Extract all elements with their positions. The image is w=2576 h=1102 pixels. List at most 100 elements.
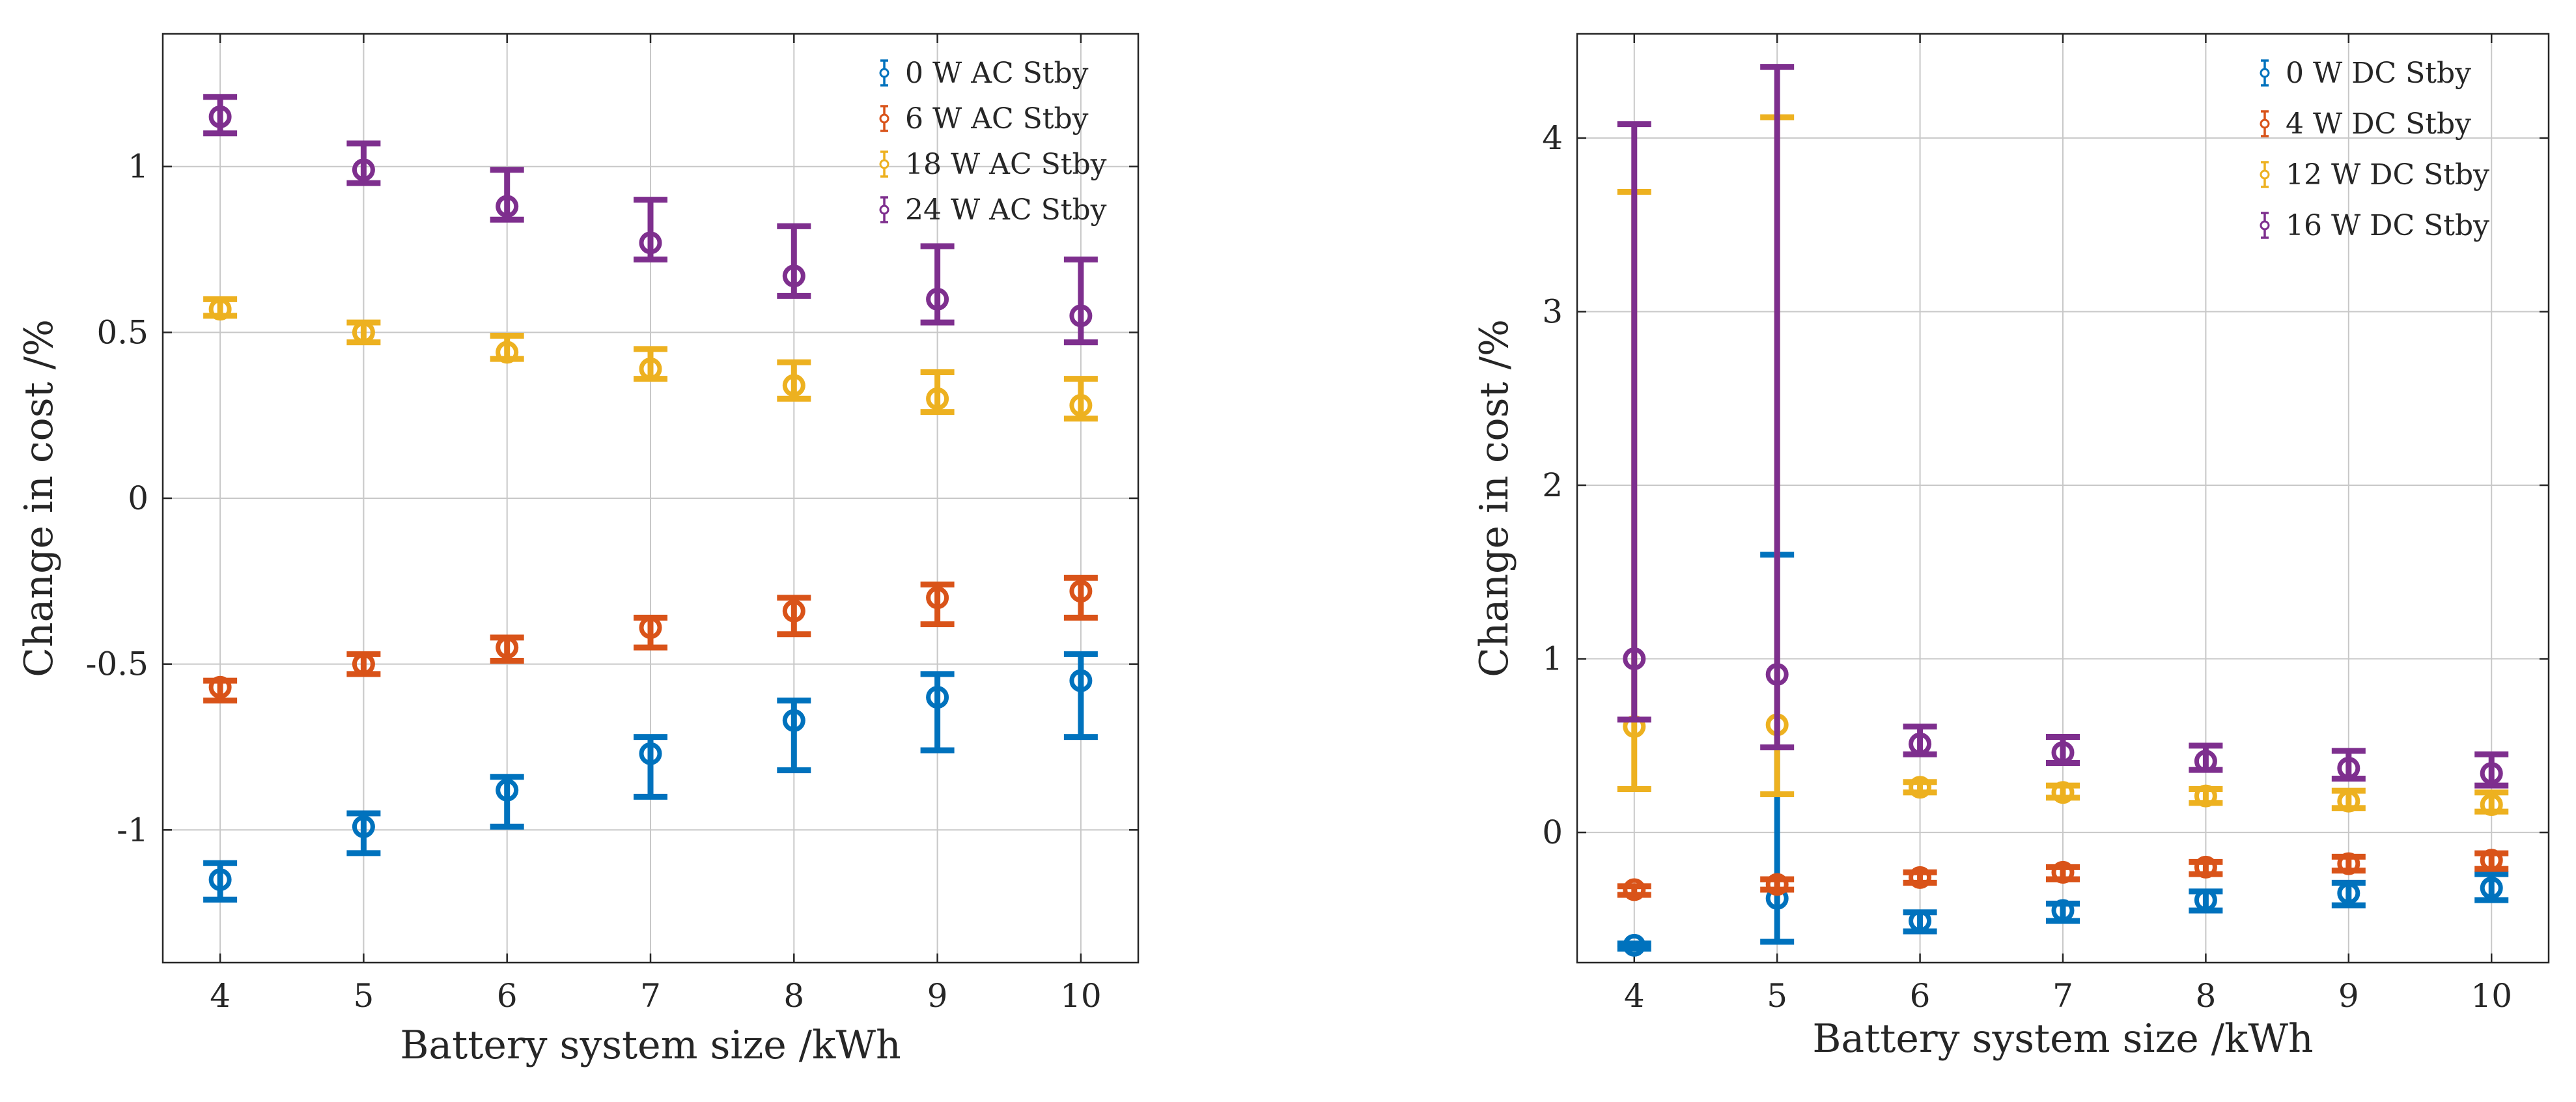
x-tick-label: 7 [2052,977,2073,1015]
y-tick-label: -1 [117,811,148,849]
data-point [1069,580,1093,603]
data-point [1909,776,1932,799]
data-point [2051,860,2075,884]
x-tick-label: 10 [1060,977,1102,1015]
y-axis-title: Change in cost /% [1472,319,1517,677]
series-3 [203,94,1098,346]
data-point [2194,855,2217,879]
series-layer [1617,64,2509,957]
right-chart-dc-standby: 4 5 6 7 8 9 10 0 1 2 3 4 Battery system size /kWh Cha… [1472,33,2550,1062]
left-chart-ac-standby: 4 5 6 7 8 9 10 -1 -0.5 0 0.5 1 Battery system size /… [16,33,1140,1068]
data-point [352,815,375,838]
data-point [2337,852,2360,875]
data-point [2480,793,2503,816]
series-1 [1617,849,2509,901]
legend-label: 16 W DC Stby [2286,209,2489,242]
x-tick-label: 6 [497,977,518,1015]
data-point [782,374,805,397]
data-point [782,709,805,732]
legend-marker [879,68,889,78]
legend-label: 4 W DC Stby [2286,107,2471,141]
data-point [1623,878,1646,901]
data-point [1623,647,1646,671]
data-point [639,616,662,640]
legend-marker [879,159,889,169]
x-tick-label: 9 [2338,977,2359,1015]
y-tick-label: 3 [1542,292,1563,330]
legend-marker [2260,68,2270,78]
data-point [2051,899,2075,922]
data-point [2480,849,2503,872]
x-tick-label: 7 [640,977,661,1015]
x-tick-label: 4 [210,977,231,1015]
data-point [1909,732,1932,756]
x-tick-label: 4 [1624,977,1645,1015]
data-point [496,341,519,364]
x-tick-label: 8 [2196,977,2217,1015]
y-tick-label: 0 [128,479,148,517]
data-point [926,686,949,709]
y-tick-label: 0.5 [96,313,148,351]
data-point [208,675,232,699]
data-point [208,298,232,321]
legend: 0 W AC Stby 6 W AC Stby 18 W AC Stby 24 W A… [879,57,1107,227]
legend-marker [879,113,889,124]
data-point [1069,669,1093,692]
data-point [352,158,375,182]
data-point [2480,761,2503,785]
data-point [352,320,375,344]
x-tick-label: 5 [354,977,374,1015]
y-tick-label: 1 [1542,640,1563,678]
x-tick-label: 9 [927,977,948,1015]
data-point [2194,750,2217,773]
y-tick-label: 1 [128,148,148,186]
x-axis-title: Battery system size /kWh [1812,1016,2313,1062]
legend-marker [2260,119,2270,129]
x-tick-label: 6 [1910,977,1931,1015]
data-point [1909,909,1932,933]
x-tick-label: 5 [1767,977,1787,1015]
data-point [496,778,519,802]
data-point [1765,873,1789,896]
x-tick-label: 10 [2471,977,2512,1015]
series-1 [203,574,1098,704]
data-point [639,742,662,765]
y-tick-label: 4 [1542,119,1563,157]
series-2 [203,296,1098,422]
data-point [2480,876,2503,899]
legend-label: 18 W AC Stby [905,148,1107,181]
data-point [639,357,662,380]
legend: 0 W DC Stby 4 W DC Stby 12 W DC Stby 16 W D… [2260,57,2489,242]
data-point [1623,933,1646,957]
data-point [2051,741,2075,764]
legend-marker [879,205,889,215]
legend-marker [2260,169,2270,180]
data-point [1909,866,1932,889]
data-point [2337,789,2360,813]
data-point [496,195,519,218]
legend-label: 6 W AC Stby [905,102,1089,135]
data-point [926,586,949,610]
data-point [639,231,662,255]
x-axis-title: Battery system size /kWh [400,1023,901,1068]
data-point [208,105,232,128]
data-point [1069,304,1093,328]
y-tick-label: 0 [1542,813,1563,851]
data-point [782,264,805,288]
legend-label: 24 W AC Stby [905,193,1107,227]
series-0 [203,651,1098,903]
data-point [2194,784,2217,808]
legend-marker [2260,220,2270,231]
legend-label: 0 W AC Stby [905,57,1089,90]
series-3 [1617,64,2509,789]
data-point [2337,756,2360,780]
data-point [496,636,519,659]
data-point [2337,881,2360,905]
y-tick-label: -0.5 [86,645,148,683]
data-point [2194,888,2217,912]
legend-label: 0 W DC Stby [2286,57,2471,90]
legend-label: 12 W DC Stby [2286,158,2489,191]
data-point [926,287,949,311]
y-axis-title: Change in cost /% [16,319,62,677]
